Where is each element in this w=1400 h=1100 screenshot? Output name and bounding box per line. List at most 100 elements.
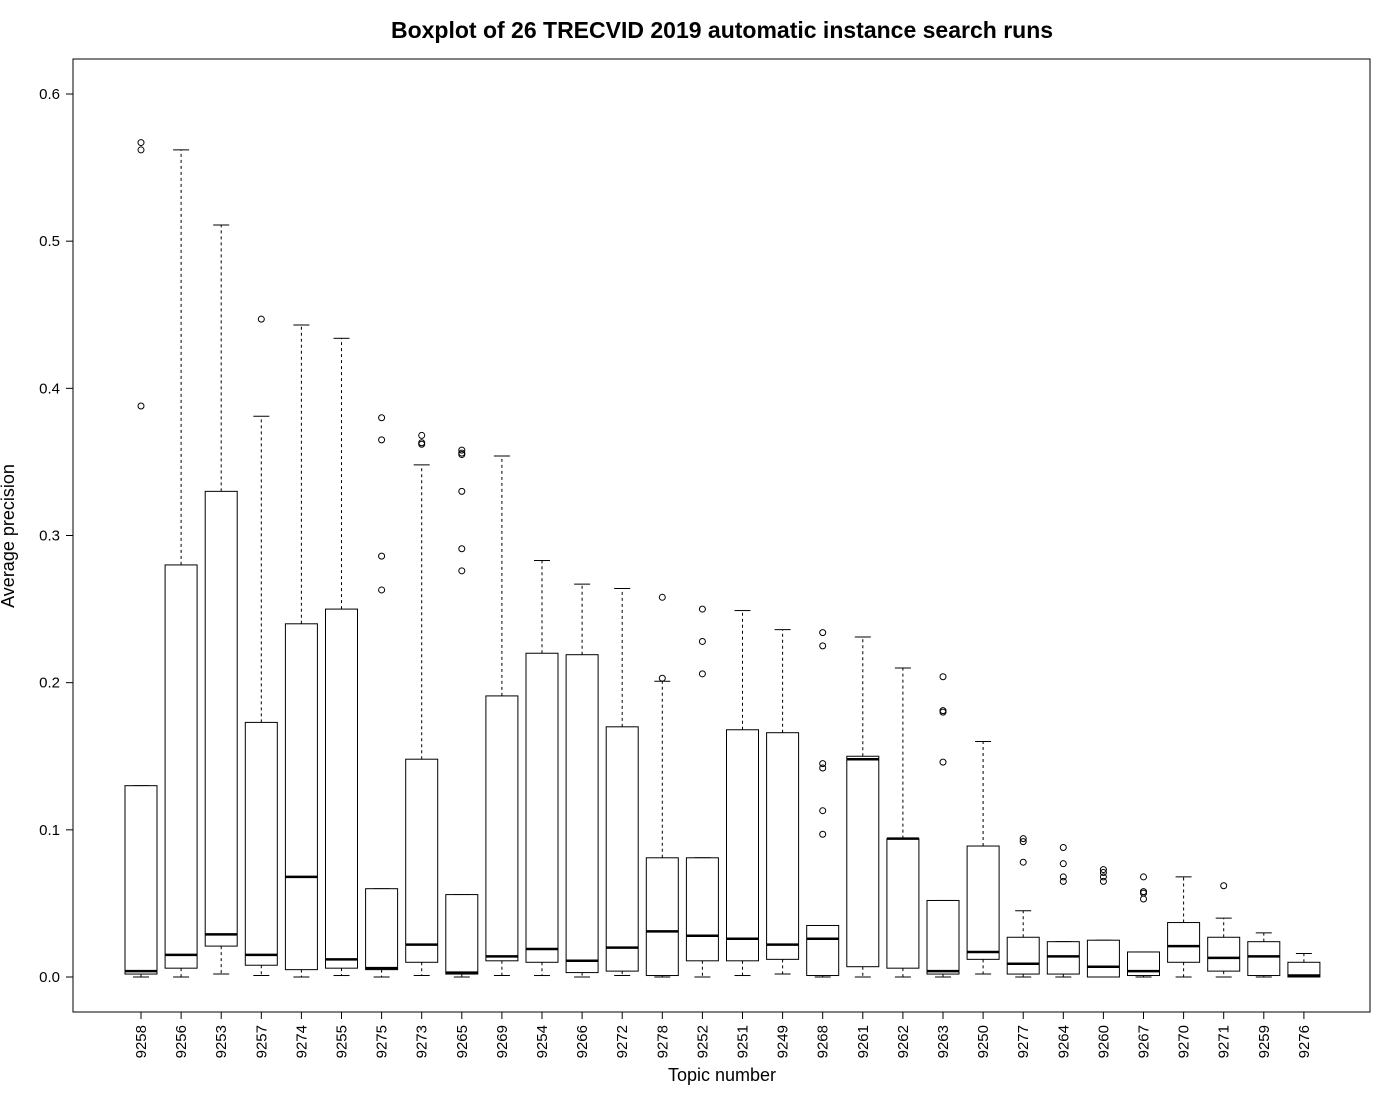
- box-9263: [926, 673, 960, 978]
- outlier-point: [1019, 838, 1027, 846]
- outlier-point: [418, 431, 426, 439]
- box-iqr: [806, 924, 840, 977]
- x-tick-label: 9265: [454, 1025, 471, 1058]
- outlier-point: [658, 674, 666, 682]
- y-axis-label: Average precision: [0, 464, 18, 608]
- outlier-point: [698, 670, 706, 678]
- x-tick-label: 9254: [534, 1025, 551, 1058]
- outlier-point: [1059, 860, 1067, 868]
- box-iqr: [1247, 941, 1281, 977]
- box-9251: [726, 610, 759, 977]
- x-tick-label: 9264: [1055, 1025, 1072, 1058]
- outlier-point: [1099, 869, 1107, 877]
- outlier-point: [1059, 877, 1067, 885]
- x-tick-label: 9275: [374, 1025, 391, 1058]
- outlier-point: [458, 545, 466, 553]
- boxes-group: [124, 139, 1321, 978]
- box-9255: [325, 337, 358, 977]
- box-9252: [685, 605, 719, 978]
- x-tick-label: 9258: [133, 1025, 150, 1058]
- y-axis: 0.0 0.1 0.2 0.3 0.4 0.5 0.6: [39, 86, 73, 986]
- outlier-point: [819, 807, 827, 815]
- box-9257: [244, 315, 278, 977]
- outlier-point: [137, 146, 145, 154]
- box-iqr: [926, 899, 960, 975]
- box-9261: [846, 636, 880, 978]
- x-tick-label: 9278: [654, 1025, 671, 1058]
- x-tick-label: 9266: [574, 1025, 591, 1058]
- box-9265: [445, 446, 479, 978]
- box-9270: [1167, 876, 1201, 978]
- x-tick-label: 9251: [735, 1025, 752, 1058]
- outlier-point: [658, 593, 666, 601]
- box-iqr: [726, 729, 759, 962]
- box-iqr: [1287, 961, 1321, 978]
- box-iqr: [886, 838, 920, 969]
- box-iqr: [846, 755, 880, 968]
- x-axis: 9258 9256 9253 9257 9274 9255 9275 9273 9265 9269…: [133, 1012, 1313, 1058]
- box-iqr: [565, 654, 599, 974]
- box-iqr: [164, 564, 198, 969]
- box-9262: [886, 667, 920, 978]
- outlier-point: [698, 605, 706, 613]
- outlier-point: [458, 487, 466, 495]
- outlier-point: [819, 629, 827, 637]
- outlier-point: [1019, 835, 1027, 843]
- outlier-point: [1099, 877, 1107, 885]
- outlier-point: [1140, 888, 1147, 896]
- x-tick-label: 9262: [895, 1025, 912, 1058]
- x-tick-label: 9277: [1015, 1025, 1032, 1058]
- box-iqr: [766, 732, 800, 960]
- outlier-point: [458, 446, 466, 454]
- y-tick-label: 0.5: [39, 233, 60, 250]
- box-iqr: [204, 490, 238, 947]
- outlier-point: [257, 315, 265, 323]
- box-iqr: [405, 758, 439, 963]
- outlier-point: [1099, 873, 1107, 881]
- outlier-point: [819, 830, 827, 838]
- outlier-point: [1059, 873, 1067, 881]
- x-tick-label: 9269: [494, 1025, 511, 1058]
- box-9267: [1127, 873, 1160, 978]
- x-tick-label: 9259: [1256, 1025, 1273, 1058]
- box-iqr: [605, 726, 639, 972]
- x-tick-label: 9249: [775, 1025, 792, 1058]
- box-iqr: [1127, 951, 1160, 977]
- outlier-point: [1099, 866, 1107, 874]
- box-9253: [204, 224, 238, 975]
- box-iqr: [244, 721, 278, 966]
- x-tick-label: 9256: [173, 1025, 190, 1058]
- outlier-point: [378, 552, 386, 560]
- x-tick-label: 9267: [1136, 1025, 1153, 1058]
- x-tick-label: 9272: [614, 1025, 631, 1058]
- box-iqr: [1086, 939, 1120, 978]
- x-tick-label: 9271: [1216, 1025, 1233, 1058]
- box-9256: [164, 149, 198, 978]
- outlier-point: [1220, 882, 1228, 890]
- x-tick-label: 9276: [1296, 1025, 1313, 1058]
- outlier-point: [939, 758, 947, 766]
- outlier-point: [137, 139, 145, 147]
- box-iqr: [284, 623, 318, 971]
- outlier-point: [819, 760, 827, 768]
- x-tick-label: 9250: [975, 1025, 992, 1058]
- x-tick-label: 9257: [253, 1025, 270, 1058]
- x-tick-label: 9252: [694, 1025, 711, 1058]
- box-iqr: [1046, 941, 1080, 975]
- box-9272: [605, 587, 639, 977]
- outlier-point: [939, 707, 947, 715]
- box-iqr: [325, 608, 358, 969]
- box-9278: [645, 593, 679, 978]
- box-iqr: [645, 857, 679, 977]
- x-tick-label: 9270: [1176, 1025, 1193, 1058]
- outlier-point: [418, 439, 426, 447]
- box-9275: [365, 414, 399, 978]
- x-tick-label: 9274: [293, 1025, 310, 1058]
- box-iqr: [1167, 922, 1201, 963]
- box-iqr: [445, 894, 479, 975]
- y-tick-label: 0.0: [39, 969, 60, 986]
- outlier-point: [698, 637, 706, 645]
- outlier-point: [939, 673, 947, 681]
- box-9271: [1207, 882, 1241, 978]
